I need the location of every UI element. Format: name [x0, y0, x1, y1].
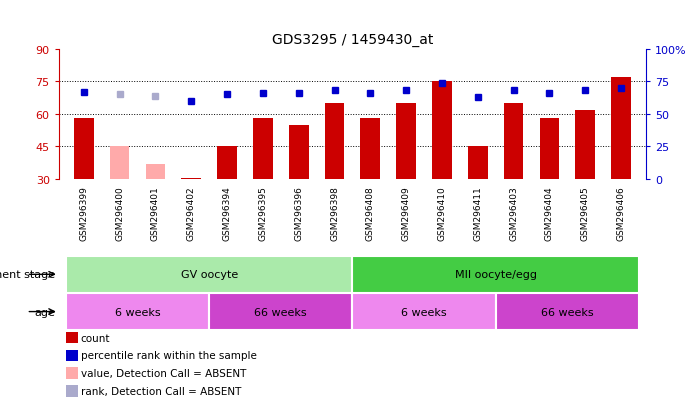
Text: 6 weeks: 6 weeks — [115, 307, 160, 317]
Text: GSM296408: GSM296408 — [366, 186, 375, 240]
Text: GSM296404: GSM296404 — [545, 186, 554, 240]
Text: MII oocyte/egg: MII oocyte/egg — [455, 270, 537, 280]
Bar — [352, 256, 639, 293]
Text: development stage: development stage — [0, 270, 55, 280]
Text: GSM296410: GSM296410 — [437, 186, 446, 240]
Bar — [209, 293, 352, 330]
Bar — [504, 104, 523, 180]
Bar — [396, 104, 416, 180]
Text: rank, Detection Call = ABSENT: rank, Detection Call = ABSENT — [81, 386, 241, 396]
Text: value, Detection Call = ABSENT: value, Detection Call = ABSENT — [81, 368, 246, 378]
Bar — [146, 164, 165, 180]
Bar — [74, 119, 94, 180]
Text: GSM296400: GSM296400 — [115, 186, 124, 240]
Bar — [66, 293, 209, 330]
Bar — [361, 119, 380, 180]
Bar — [576, 110, 595, 180]
Text: GSM296409: GSM296409 — [401, 186, 410, 240]
Text: GSM296399: GSM296399 — [79, 186, 88, 240]
Text: count: count — [81, 333, 111, 343]
Text: GSM296406: GSM296406 — [616, 186, 625, 240]
Bar — [611, 78, 631, 180]
Text: GSM296396: GSM296396 — [294, 186, 303, 240]
Bar — [540, 119, 559, 180]
Title: GDS3295 / 1459430_at: GDS3295 / 1459430_at — [272, 33, 433, 47]
Text: GSM296411: GSM296411 — [473, 186, 482, 240]
Text: 66 weeks: 66 weeks — [254, 307, 307, 317]
Text: GSM296403: GSM296403 — [509, 186, 518, 240]
Bar — [182, 178, 201, 180]
Bar — [110, 147, 129, 180]
Bar — [352, 293, 495, 330]
Bar — [495, 293, 639, 330]
Text: 66 weeks: 66 weeks — [541, 307, 594, 317]
Bar — [325, 104, 344, 180]
Bar — [432, 82, 452, 180]
Text: 6 weeks: 6 weeks — [401, 307, 447, 317]
Text: percentile rank within the sample: percentile rank within the sample — [81, 351, 257, 361]
Text: GSM296394: GSM296394 — [223, 186, 231, 240]
Text: GSM296398: GSM296398 — [330, 186, 339, 240]
Text: GV oocyte: GV oocyte — [180, 270, 238, 280]
Bar — [253, 119, 273, 180]
Text: GSM296405: GSM296405 — [580, 186, 589, 240]
Text: age: age — [35, 307, 55, 317]
Text: GSM296402: GSM296402 — [187, 186, 196, 240]
Bar — [468, 147, 488, 180]
Text: GSM296401: GSM296401 — [151, 186, 160, 240]
Bar — [66, 256, 352, 293]
Text: GSM296395: GSM296395 — [258, 186, 267, 240]
Bar — [217, 147, 237, 180]
Bar — [289, 126, 309, 180]
